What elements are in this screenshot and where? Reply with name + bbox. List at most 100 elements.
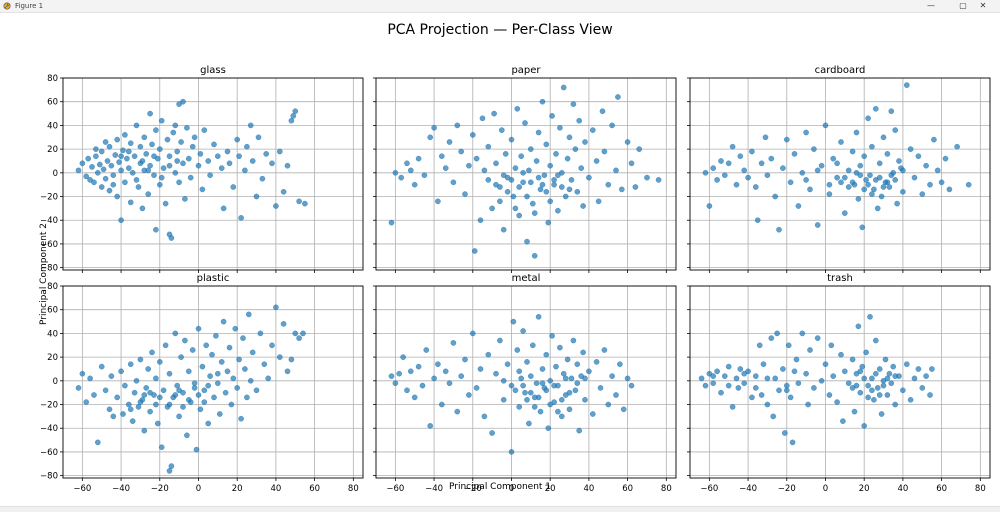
data-point xyxy=(892,373,899,379)
data-point xyxy=(620,406,627,413)
data-point xyxy=(419,382,426,389)
data-point xyxy=(539,98,546,105)
y-tick-label: −40 xyxy=(40,424,58,434)
data-point xyxy=(127,361,134,368)
data-point xyxy=(147,162,153,169)
data-point xyxy=(624,375,631,382)
maximize-button[interactable]: ▢ xyxy=(959,1,967,10)
data-point xyxy=(590,127,596,133)
data-point xyxy=(93,153,99,159)
data-point xyxy=(522,389,528,396)
data-point xyxy=(576,427,583,434)
data-point xyxy=(209,351,215,358)
data-point xyxy=(195,162,202,169)
data-point xyxy=(880,382,887,389)
data-point xyxy=(644,174,650,181)
data-point xyxy=(582,396,588,403)
data-point xyxy=(118,167,124,174)
data-point xyxy=(838,139,844,145)
data-point xyxy=(143,151,149,157)
data-point xyxy=(508,177,515,183)
data-point xyxy=(774,330,780,337)
data-point xyxy=(853,129,860,136)
data-point xyxy=(400,354,406,360)
data-point xyxy=(79,370,86,377)
data-point xyxy=(934,167,941,174)
data-point xyxy=(923,373,929,379)
subplot-title: glass xyxy=(200,65,226,76)
x-axis-label: Principal Component 1 xyxy=(449,482,551,492)
data-point xyxy=(143,385,149,391)
data-point xyxy=(438,401,445,408)
data-point xyxy=(131,153,138,159)
data-point xyxy=(702,382,709,389)
window-title: Figure 1 xyxy=(15,2,44,10)
data-point xyxy=(851,408,858,415)
close-button[interactable]: ✕ xyxy=(979,1,987,10)
data-point xyxy=(110,181,117,188)
data-point xyxy=(840,418,846,424)
data-point xyxy=(75,385,82,391)
data-point xyxy=(568,375,575,382)
data-point xyxy=(512,165,519,171)
data-point xyxy=(411,181,418,188)
x-tick-label: 40 xyxy=(583,484,594,494)
data-point xyxy=(145,167,151,174)
data-point xyxy=(110,172,117,178)
data-point xyxy=(884,151,891,157)
data-point xyxy=(954,143,960,150)
data-point xyxy=(578,165,585,171)
data-point xyxy=(257,330,264,337)
data-point xyxy=(156,181,163,188)
data-point xyxy=(504,188,511,195)
data-point xyxy=(803,370,809,377)
data-point xyxy=(718,158,724,164)
data-point xyxy=(124,155,130,162)
data-point xyxy=(857,389,864,396)
data-point xyxy=(791,151,798,157)
data-point xyxy=(195,392,202,398)
data-point xyxy=(733,181,740,188)
data-point xyxy=(545,425,552,432)
data-point xyxy=(873,106,879,112)
data-point xyxy=(158,117,165,124)
data-point xyxy=(404,387,410,394)
x-tick-label: 80 xyxy=(661,484,672,494)
data-point xyxy=(857,162,864,169)
data-point xyxy=(497,337,503,344)
data-point xyxy=(911,375,918,382)
minimize-button[interactable]: — xyxy=(927,1,935,10)
data-point xyxy=(116,159,122,165)
data-point xyxy=(153,127,159,133)
data-point xyxy=(890,363,897,370)
data-point xyxy=(714,368,720,375)
data-point xyxy=(197,151,204,157)
data-point xyxy=(580,203,586,209)
data-point xyxy=(446,139,453,145)
data-point xyxy=(145,366,151,372)
data-point xyxy=(149,141,155,148)
data-point xyxy=(477,366,484,372)
data-point xyxy=(131,389,138,396)
data-point xyxy=(528,389,534,396)
data-point xyxy=(718,389,724,396)
data-point xyxy=(537,408,544,415)
data-point xyxy=(102,175,109,182)
data-point xyxy=(462,356,468,363)
data-point xyxy=(520,169,526,176)
data-point xyxy=(172,330,179,337)
data-point xyxy=(524,359,530,365)
data-point xyxy=(118,368,124,375)
data-point xyxy=(570,337,577,344)
data-point xyxy=(613,392,619,398)
data-point xyxy=(867,172,873,178)
y-tick-label: 60 xyxy=(47,98,58,108)
data-point xyxy=(535,174,542,181)
data-point xyxy=(170,129,177,136)
data-point xyxy=(884,179,891,186)
data-point xyxy=(151,153,157,159)
x-tick-label: −40 xyxy=(425,484,443,494)
data-point xyxy=(156,359,163,365)
data-point xyxy=(300,330,306,337)
data-point xyxy=(853,169,860,176)
